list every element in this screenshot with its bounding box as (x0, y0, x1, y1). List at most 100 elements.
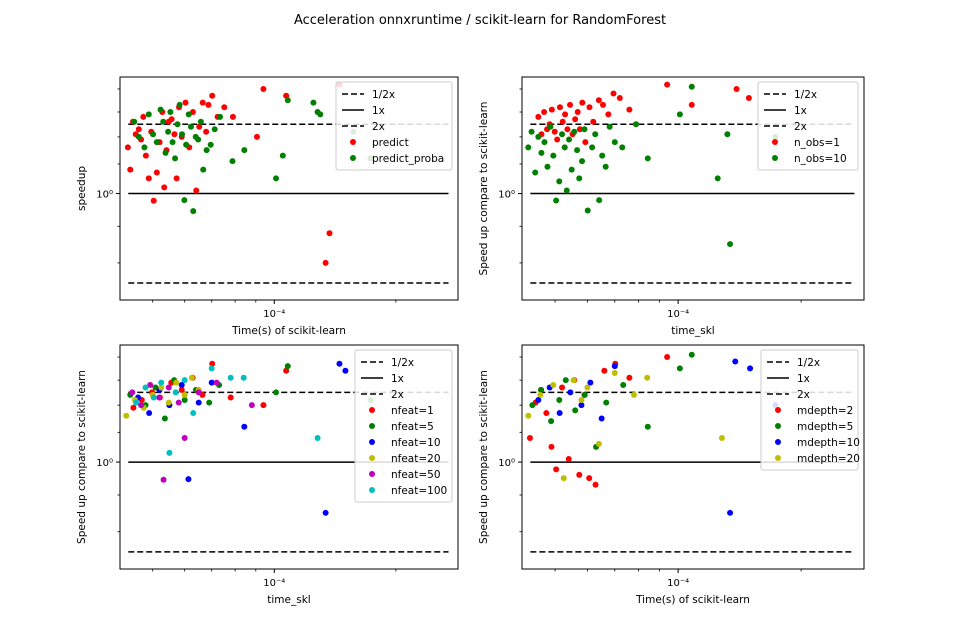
point-predict-proba-36 (317, 111, 324, 118)
point-n-obs-1-16 (576, 126, 583, 133)
data-points (525, 81, 779, 248)
point-mdepth-2-4 (548, 443, 555, 450)
point-predict-22 (182, 99, 189, 106)
point-mdepth-5-10 (644, 423, 651, 430)
legend-marker (775, 407, 781, 413)
point-n-obs-10-5 (541, 139, 548, 146)
point-nfeat-1-0 (130, 404, 137, 411)
point-nfeat-10-12 (342, 367, 349, 374)
point-mdepth-5-5 (572, 407, 579, 414)
point-predict-6 (140, 113, 147, 120)
point-nfeat-100-1 (142, 384, 149, 391)
point-n-obs-1-31 (745, 94, 752, 101)
point-n-obs-1-19 (586, 104, 593, 111)
point-nfeat-100-7 (190, 410, 197, 417)
legend-label: nfeat=10 (391, 437, 441, 449)
point-n-obs-10-16 (571, 128, 578, 135)
point-mdepth-20-12 (851, 332, 857, 338)
point-mdepth-2-9 (576, 471, 583, 478)
point-predict-proba-5 (153, 139, 160, 146)
point-n-obs-10-15 (568, 166, 575, 173)
point-predict-proba-26 (207, 141, 214, 148)
point-n-obs-10-27 (606, 123, 613, 130)
chart-2: 10⁻⁴ 10⁰ time_skl Speed up compare to sciki… (478, 76, 865, 337)
point-predict-proba-32 (279, 152, 286, 159)
x-axis-label: Time(s) of scikit-learn (635, 594, 750, 606)
point-n-obs-10-23 (592, 131, 599, 138)
legend-marker (369, 471, 375, 477)
point-n-obs-10-19 (579, 158, 586, 165)
point-mdepth-20-3 (560, 475, 567, 482)
legend-label: nfeat=50 (391, 469, 441, 481)
point-predict-26 (196, 123, 203, 130)
axes-frame (521, 76, 865, 301)
point-predict-27 (199, 99, 206, 106)
legend-marker (369, 423, 375, 429)
point-n-obs-10-13 (563, 187, 570, 194)
point-nfeat-10-7 (208, 379, 215, 386)
point-nfeat-50-6 (175, 399, 182, 406)
x-axis-label: Time(s) of scikit-learn (231, 325, 346, 337)
point-n-obs-10-24 (596, 197, 603, 204)
point-nfeat-100-8 (208, 365, 215, 372)
legend-marker (369, 487, 375, 493)
point-n-obs-1-25 (616, 94, 623, 101)
legend-label: mdepth=20 (797, 453, 860, 465)
legend: 1/2x 1x 2x predict predict_proba (335, 81, 453, 171)
point-n-obs-1-7 (554, 136, 561, 143)
point-mdepth-10-4 (578, 402, 585, 409)
point-nfeat-20-8 (188, 374, 195, 381)
x-tick-label: 10⁻⁴ (667, 309, 689, 320)
point-predict-29 (205, 101, 212, 108)
point-n-obs-10-17 (574, 147, 581, 154)
point-mdepth-20-9 (631, 391, 638, 398)
point-predict-proba-11 (169, 139, 176, 146)
point-mdepth-2-15 (626, 374, 633, 381)
y-axis-label: speedup (76, 166, 88, 211)
legend-label: mdepth=2 (797, 405, 853, 417)
point-nfeat-5-3 (161, 415, 168, 422)
point-mdepth-5-11 (676, 365, 683, 372)
point-predict-33 (229, 113, 236, 120)
point-nfeat-100-3 (158, 379, 165, 386)
point-mdepth-20-4 (570, 377, 577, 384)
axes-frame (119, 76, 459, 301)
point-predict-14 (161, 184, 168, 191)
point-n-obs-1-11 (564, 126, 571, 133)
point-mdepth-2-7 (565, 455, 572, 462)
point-nfeat-5-7 (206, 399, 213, 406)
point-predict-proba-15 (179, 131, 186, 138)
point-n-obs-10-3 (535, 133, 542, 140)
legend: 1/2x 1x 2x mdepth=2 mdepth=5 mdepth=10 mdepth=… (760, 349, 860, 471)
point-predict-38 (326, 230, 333, 237)
point-mdepth-2-3 (543, 410, 550, 417)
point-predict-proba-20 (190, 208, 197, 215)
point-nfeat-50-10 (248, 402, 255, 409)
point-nfeat-1-9 (227, 394, 234, 401)
point-predict-10 (150, 197, 157, 204)
point-predict-proba-1 (135, 133, 142, 140)
point-n-obs-10-11 (559, 131, 566, 138)
legend-marker (772, 139, 778, 145)
point-mdepth-2-5 (553, 466, 560, 473)
point-n-obs-1-17 (579, 99, 586, 106)
point-mdepth-2-13 (601, 367, 608, 374)
point-nfeat-100-12 (446, 308, 452, 314)
point-n-obs-10-20 (581, 126, 588, 133)
legend-label: 2x (797, 389, 810, 401)
legend-label: nfeat=100 (391, 485, 447, 497)
point-nfeat-100-5 (172, 389, 179, 396)
point-predict-proba-19 (187, 123, 194, 130)
legend-marker (772, 155, 778, 161)
point-predict-proba-18 (185, 111, 192, 118)
point-predict-proba-4 (150, 131, 157, 138)
point-n-obs-10-18 (576, 175, 583, 182)
legend-label: predict_proba (372, 153, 444, 165)
point-predict-proba-23 (197, 118, 204, 125)
y-axis-label: Speed up compare to scikit-learn (478, 102, 490, 276)
point-n-obs-1-0 (535, 113, 542, 120)
legend-marker (775, 455, 781, 461)
point-n-obs-1-21 (595, 97, 602, 104)
legend-label: 1x (797, 373, 810, 385)
